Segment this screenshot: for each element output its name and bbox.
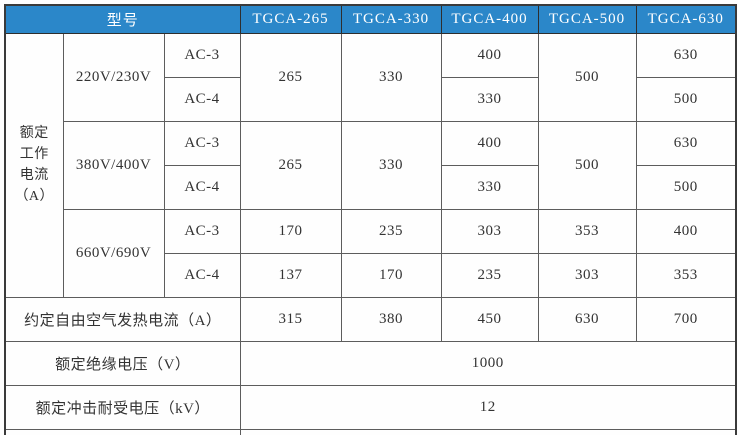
voltage-cell-380v: 380V/400V <box>62 120 165 210</box>
value-cell: 353 <box>635 252 737 298</box>
utilization-category-cell: AC-3 <box>163 120 241 166</box>
utilization-category-cell: AC-3 <box>163 208 241 254</box>
rated-current-label-line: 工作 <box>19 147 49 162</box>
utilization-category-cell: AC-3 <box>163 32 241 78</box>
value-cell: 380 <box>340 296 442 342</box>
value-cell: 137 <box>239 252 342 298</box>
value-cell: 235 <box>340 208 442 254</box>
partial-row-cell <box>4 428 241 435</box>
value-cell: 700 <box>635 296 737 342</box>
value-cell: 400 <box>440 32 539 78</box>
row-impulse-voltage: 额定冲击耐受电压（kV） 12 <box>4 384 737 430</box>
merged-value-cell: 1000 <box>239 340 737 386</box>
model-column-header-tgca265: TGCA-265 <box>239 4 342 34</box>
model-header-cell: 型号 <box>4 4 241 34</box>
merged-value-cell: 12 <box>239 384 737 430</box>
utilization-category-cell: AC-4 <box>163 76 241 122</box>
value-cell: 265 <box>239 32 342 122</box>
voltage-cell-220v: 220V/230V <box>62 32 165 122</box>
model-column-header-tgca400: TGCA-400 <box>440 4 539 34</box>
partial-row-cell <box>239 428 737 435</box>
row-label-cell: 约定自由空气发热电流（A） <box>4 296 241 342</box>
model-column-header-tgca330: TGCA-330 <box>340 4 442 34</box>
utilization-category-cell: AC-4 <box>163 164 241 210</box>
value-cell: 500 <box>537 120 637 210</box>
row-380v-ac3: 380V/400V AC-3 265 330 400 500 630 <box>5 120 737 210</box>
value-cell: 450 <box>440 296 539 342</box>
row-label-cell: 额定绝缘电压（V） <box>4 340 241 386</box>
rated-current-label-line: （A） <box>14 189 55 204</box>
value-cell: 400 <box>440 120 539 166</box>
voltage-cell-660v: 660V/690V <box>62 208 165 298</box>
row-free-air-current: 约定自由空气发热电流（A） 315 380 450 630 700 <box>4 296 737 342</box>
value-cell: 330 <box>440 76 539 122</box>
value-cell: 303 <box>537 252 637 298</box>
row-partial-cutoff <box>4 428 737 435</box>
model-column-header-tgca630: TGCA-630 <box>635 4 737 34</box>
value-cell: 500 <box>635 76 737 122</box>
utilization-category-cell: AC-4 <box>163 252 241 298</box>
value-cell: 500 <box>537 32 637 122</box>
value-cell: 630 <box>537 296 637 342</box>
row-220v-ac4: AC-4 330 500 <box>5 76 737 122</box>
value-cell: 353 <box>537 208 637 254</box>
value-cell: 170 <box>239 208 342 254</box>
row-label-cell: 额定冲击耐受电压（kV） <box>4 384 241 430</box>
value-cell: 630 <box>635 120 737 166</box>
rated-current-label-line: 电流 <box>19 168 49 183</box>
row-220v-ac3: 额定 工作 电流 （A） 220V/230V AC-3 265 330 400 … <box>4 32 737 298</box>
table-header-row: 型号 TGCA-265 TGCA-330 TGCA-400 TGCA-500 T… <box>4 4 737 34</box>
spec-table: 型号 TGCA-265 TGCA-330 TGCA-400 TGCA-500 T… <box>4 4 737 435</box>
rated-current-label-line: 额定 <box>19 126 49 141</box>
value-cell: 235 <box>440 252 539 298</box>
value-cell: 630 <box>635 32 737 78</box>
value-cell: 170 <box>340 252 442 298</box>
value-cell: 265 <box>239 120 342 210</box>
value-cell: 500 <box>635 164 737 210</box>
value-cell: 400 <box>635 208 737 254</box>
value-cell: 330 <box>440 164 539 210</box>
rated-current-group-label: 额定 工作 电流 （A） <box>4 32 64 298</box>
value-cell: 303 <box>440 208 539 254</box>
value-cell: 330 <box>340 120 442 210</box>
row-380v-ac4: AC-4 330 500 <box>5 164 737 210</box>
value-cell: 330 <box>340 32 442 122</box>
row-660v-ac4: AC-4 137 170 235 303 353 <box>5 252 737 298</box>
row-insulation-voltage: 额定绝缘电压（V） 1000 <box>4 340 737 386</box>
value-cell: 315 <box>239 296 342 342</box>
row-660v-ac3: 660V/690V AC-3 170 235 303 353 400 <box>5 208 737 298</box>
model-column-header-tgca500: TGCA-500 <box>537 4 637 34</box>
